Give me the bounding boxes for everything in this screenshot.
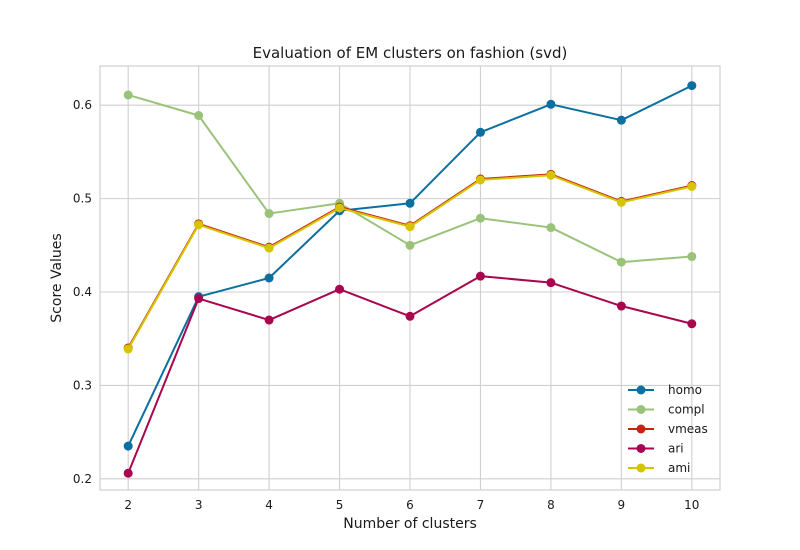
series-compl [123,90,697,267]
y-axis: 0.2 0.3 0.4 0.5 0.6 [73,98,92,486]
x-axis-label: Number of clusters [343,516,477,532]
data-point-ari [616,301,626,311]
data-point-ari [475,271,485,281]
legend-marker [636,463,646,473]
y-tick-label: 0.4 [73,285,92,299]
data-point-ari [264,315,274,325]
x-tick-label: 5 [336,498,344,512]
data-point-compl [475,213,485,223]
data-point-ari [335,284,345,294]
legend-marker [636,385,646,395]
x-tick-label: 8 [547,498,555,512]
data-point-homo [546,99,556,109]
data-point-compl [123,90,133,100]
chart-title: Evaluation of EM clusters on fashion (sv… [253,44,568,62]
legend-marker [636,444,646,453]
legend-item-ari: ari [628,442,684,456]
data-point-ari [546,278,556,288]
data-point-homo [405,198,415,208]
x-axis: 2 3 4 5 6 7 8 9 10 [124,498,699,512]
data-point-ari [405,311,415,321]
data-point-compl [405,240,415,250]
data-point-homo [123,441,133,451]
data-point-compl [264,209,274,219]
legend-label: vmeas [668,422,708,436]
x-tick-label: 2 [124,498,132,512]
legend: homo compl vmeas ari ami [628,383,708,475]
series-ari [123,271,697,478]
x-tick-label: 4 [265,498,273,512]
data-point-compl [687,252,697,262]
series-group [123,81,697,478]
legend-item-vmeas: vmeas [628,422,708,436]
data-point-homo [687,81,697,91]
x-tick-label: 9 [618,498,626,512]
data-point-ami [687,181,697,191]
data-point-homo [475,127,485,137]
data-point-ami [335,203,345,213]
data-point-ari [123,468,133,478]
x-tick-label: 3 [195,498,203,512]
legend-label: homo [668,383,702,397]
data-point-compl [616,257,626,267]
x-tick-label: 7 [477,498,485,512]
y-tick-label: 0.3 [73,378,92,392]
data-point-ami [475,175,485,185]
legend-item-homo: homo [628,383,702,397]
legend-marker [636,405,646,414]
legend-marker [636,424,646,434]
plot-frame [99,65,721,491]
data-point-ami [546,170,556,180]
data-point-compl [194,110,204,120]
legend-label: ami [668,461,690,475]
series-ami [123,170,697,354]
y-axis-label: Score Values [49,233,65,322]
data-point-ari [194,294,204,304]
x-tick-label: 6 [406,498,414,512]
data-point-ami [616,197,626,207]
data-point-homo [264,273,274,283]
legend-item-compl: compl [628,403,705,417]
data-point-compl [546,223,556,233]
grid [100,66,720,490]
data-point-homo [616,115,626,125]
x-tick-label: 10 [684,498,699,512]
data-point-ami [405,222,415,232]
legend-item-ami: ami [628,461,690,475]
legend-label: ari [668,442,684,456]
legend-label: compl [668,403,705,417]
data-point-ami [194,220,204,230]
data-point-ami [264,243,274,253]
data-point-ari [687,319,697,329]
y-tick-label: 0.5 [73,192,92,206]
data-point-ami [123,344,133,354]
y-tick-label: 0.6 [73,98,92,112]
y-tick-label: 0.2 [73,472,92,486]
